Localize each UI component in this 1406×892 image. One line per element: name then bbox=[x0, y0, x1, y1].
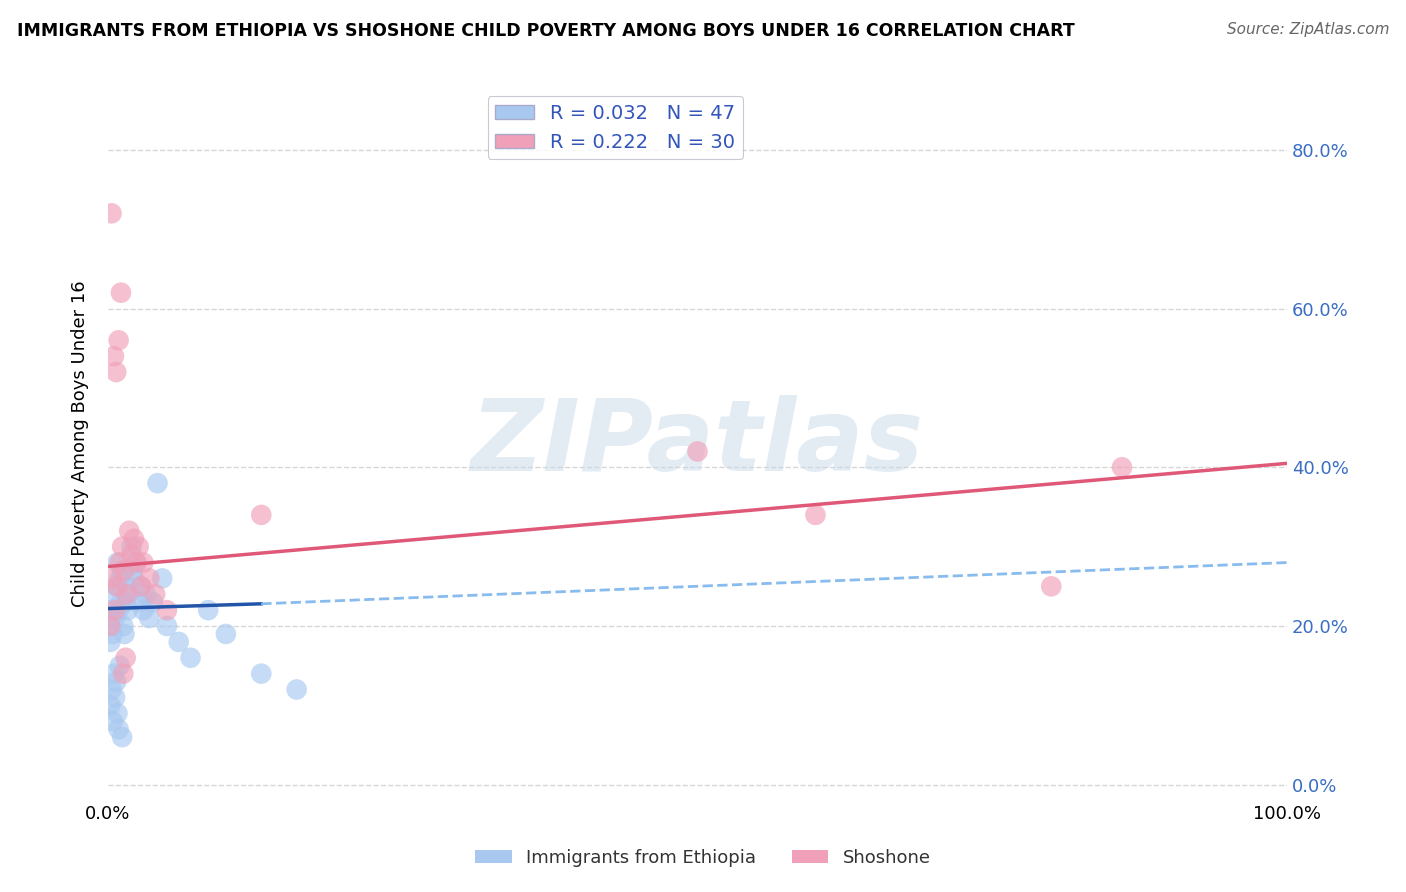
Point bbox=[143, 587, 166, 601]
Point bbox=[104, 690, 127, 705]
Point bbox=[104, 603, 127, 617]
Point bbox=[118, 524, 141, 538]
Point bbox=[132, 603, 155, 617]
Point bbox=[114, 627, 136, 641]
Text: ZIPatlas: ZIPatlas bbox=[471, 395, 924, 492]
Point bbox=[135, 587, 157, 601]
Point bbox=[146, 476, 169, 491]
Point bbox=[100, 206, 122, 220]
Point bbox=[101, 627, 124, 641]
Text: Source: ZipAtlas.com: Source: ZipAtlas.com bbox=[1226, 22, 1389, 37]
Point bbox=[103, 666, 125, 681]
Point bbox=[121, 548, 143, 562]
Point bbox=[114, 595, 136, 609]
Point bbox=[107, 556, 129, 570]
Point bbox=[103, 587, 125, 601]
Point bbox=[1111, 460, 1133, 475]
Point bbox=[105, 365, 128, 379]
Point bbox=[156, 619, 179, 633]
Point bbox=[121, 540, 143, 554]
Point bbox=[686, 444, 709, 458]
Point bbox=[108, 556, 131, 570]
Point bbox=[128, 540, 150, 554]
Point bbox=[138, 611, 160, 625]
Point bbox=[98, 635, 121, 649]
Point bbox=[250, 508, 273, 522]
Point bbox=[98, 698, 121, 713]
Point bbox=[129, 579, 152, 593]
Point bbox=[285, 682, 308, 697]
Legend: Immigrants from Ethiopia, Shoshone: Immigrants from Ethiopia, Shoshone bbox=[468, 842, 938, 874]
Point bbox=[101, 571, 124, 585]
Point bbox=[121, 564, 143, 578]
Point bbox=[125, 556, 148, 570]
Point bbox=[129, 579, 152, 593]
Point bbox=[105, 674, 128, 689]
Point bbox=[101, 714, 124, 729]
Point bbox=[118, 587, 141, 601]
Point bbox=[111, 730, 134, 744]
Point bbox=[98, 619, 121, 633]
Text: IMMIGRANTS FROM ETHIOPIA VS SHOSHONE CHILD POVERTY AMONG BOYS UNDER 16 CORRELATI: IMMIGRANTS FROM ETHIOPIA VS SHOSHONE CHI… bbox=[17, 22, 1074, 40]
Point bbox=[110, 285, 132, 300]
Point bbox=[107, 579, 129, 593]
Point bbox=[215, 627, 238, 641]
Point bbox=[104, 611, 127, 625]
Point bbox=[250, 666, 273, 681]
Point bbox=[122, 571, 145, 585]
Point bbox=[114, 564, 136, 578]
Y-axis label: Child Poverty Among Boys Under 16: Child Poverty Among Boys Under 16 bbox=[72, 280, 89, 607]
Point bbox=[125, 556, 148, 570]
Point bbox=[197, 603, 219, 617]
Point bbox=[107, 334, 129, 348]
Point bbox=[103, 349, 125, 363]
Point bbox=[128, 595, 150, 609]
Point bbox=[107, 603, 129, 617]
Point bbox=[112, 619, 135, 633]
Point bbox=[150, 571, 173, 585]
Point bbox=[107, 706, 129, 721]
Point bbox=[112, 666, 135, 681]
Point bbox=[110, 595, 132, 609]
Point bbox=[132, 556, 155, 570]
Point bbox=[98, 619, 121, 633]
Point bbox=[115, 579, 138, 593]
Point bbox=[167, 635, 190, 649]
Point bbox=[105, 579, 128, 593]
Point bbox=[804, 508, 827, 522]
Point bbox=[111, 540, 134, 554]
Point bbox=[122, 532, 145, 546]
Point bbox=[107, 722, 129, 736]
Point bbox=[142, 595, 165, 609]
Legend: R = 0.032   N = 47, R = 0.222   N = 30: R = 0.032 N = 47, R = 0.222 N = 30 bbox=[488, 96, 742, 160]
Point bbox=[138, 571, 160, 585]
Point bbox=[156, 603, 179, 617]
Point bbox=[117, 603, 139, 617]
Point bbox=[108, 571, 131, 585]
Point bbox=[180, 650, 202, 665]
Point bbox=[108, 658, 131, 673]
Point bbox=[111, 564, 134, 578]
Point bbox=[115, 587, 138, 601]
Point bbox=[100, 603, 122, 617]
Point bbox=[100, 682, 122, 697]
Point bbox=[114, 650, 136, 665]
Point bbox=[1040, 579, 1063, 593]
